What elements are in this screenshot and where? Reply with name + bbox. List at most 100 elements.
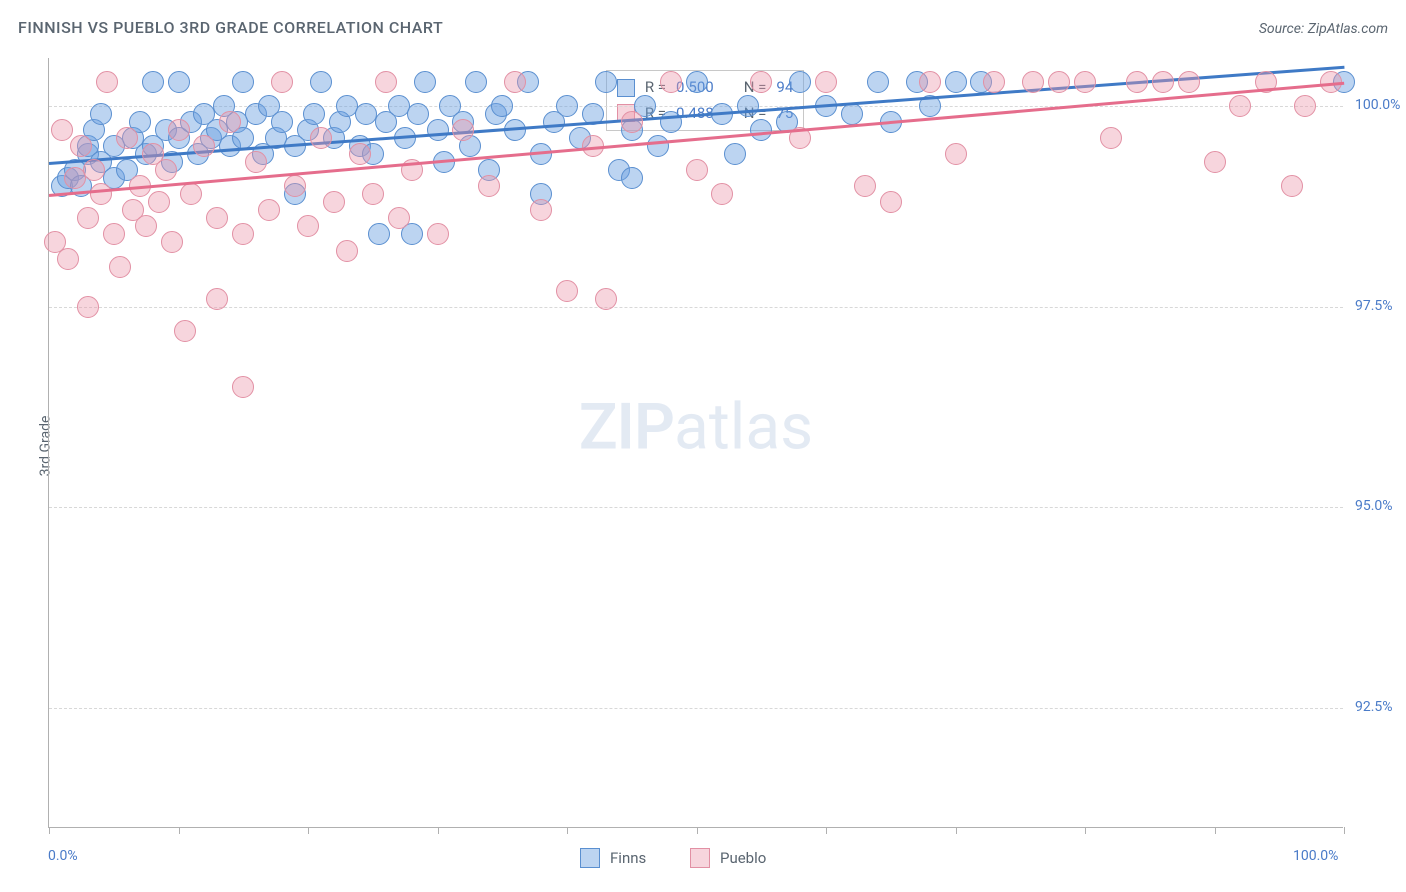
data-point (193, 135, 215, 157)
data-point (232, 223, 254, 245)
data-point (841, 103, 863, 125)
data-point (103, 223, 125, 245)
x-tick (308, 827, 309, 834)
scatter-plot-area: ZIPatlas R =0.500N =94R =0.488N =75 (48, 58, 1343, 828)
data-point (686, 159, 708, 181)
gridline (49, 507, 1343, 508)
x-tick (956, 827, 957, 834)
data-point (465, 71, 487, 93)
data-point (1022, 71, 1044, 93)
data-point (1100, 127, 1122, 149)
data-point (142, 71, 164, 93)
data-point (452, 119, 474, 141)
source-attribution: Source: ZipAtlas.com (1259, 21, 1388, 37)
data-point (1294, 95, 1316, 117)
x-tick (179, 827, 180, 834)
data-point (686, 71, 708, 93)
data-point (77, 296, 99, 318)
data-point (491, 95, 513, 117)
data-point (174, 320, 196, 342)
data-point (258, 199, 280, 221)
data-point (161, 231, 183, 253)
data-point (660, 71, 682, 93)
data-point (1281, 175, 1303, 197)
data-point (168, 71, 190, 93)
data-point (983, 71, 1005, 93)
legend-pueblo-label: Pueblo (720, 849, 766, 867)
data-point (245, 151, 267, 173)
gridline (49, 106, 1343, 107)
data-point (427, 223, 449, 245)
data-point (919, 71, 941, 93)
data-point (155, 159, 177, 181)
data-point (310, 71, 332, 93)
data-point (271, 71, 293, 93)
data-point (206, 207, 228, 229)
data-point (323, 191, 345, 213)
data-point (388, 207, 410, 229)
data-point (595, 71, 617, 93)
data-point (310, 127, 332, 149)
x-tick (1085, 827, 1086, 834)
data-point (116, 127, 138, 149)
data-point (51, 119, 73, 141)
data-point (711, 183, 733, 205)
data-point (815, 71, 837, 93)
data-point (232, 376, 254, 398)
data-point (621, 167, 643, 189)
data-point (180, 183, 202, 205)
watermark-light: atlas (674, 390, 813, 465)
data-point (737, 95, 759, 117)
data-point (1126, 71, 1148, 93)
data-point (271, 111, 293, 133)
y-tick-label: 95.0% (1355, 498, 1393, 514)
data-point (90, 103, 112, 125)
data-point (945, 71, 967, 93)
chart-title: FINNISH VS PUEBLO 3RD GRADE CORRELATION … (18, 18, 443, 37)
data-point (621, 111, 643, 133)
data-point (867, 71, 889, 93)
data-point (789, 71, 811, 93)
x-tick (49, 827, 50, 834)
data-point (284, 175, 306, 197)
data-point (96, 71, 118, 93)
data-point (70, 135, 92, 157)
data-point (362, 183, 384, 205)
legend-pueblo-swatch (690, 848, 710, 868)
legend-finns-swatch (580, 848, 600, 868)
x-tick-label: 0.0% (48, 848, 78, 864)
y-tick-label: 97.5% (1355, 298, 1393, 314)
data-point (297, 215, 319, 237)
data-point (375, 71, 397, 93)
data-point (206, 288, 228, 310)
gridline (49, 708, 1343, 709)
x-tick (1344, 827, 1345, 834)
chart-header: FINNISH VS PUEBLO 3RD GRADE CORRELATION … (18, 18, 1388, 37)
data-point (854, 175, 876, 197)
data-point (407, 103, 429, 125)
data-point (1152, 71, 1174, 93)
data-point (77, 207, 99, 229)
legend-pueblo: Pueblo (690, 848, 766, 868)
stats-swatch (617, 79, 635, 97)
data-point (1229, 95, 1251, 117)
data-point (1048, 71, 1070, 93)
legend-finns: Finns (580, 848, 646, 868)
data-point (504, 71, 526, 93)
data-point (336, 240, 358, 262)
data-point (90, 183, 112, 205)
data-point (750, 71, 772, 93)
y-tick-label: 92.5% (1355, 699, 1393, 715)
x-tick (697, 827, 698, 834)
data-point (349, 143, 371, 165)
data-point (109, 256, 131, 278)
y-tick-label: 100.0% (1355, 97, 1400, 113)
data-point (647, 135, 669, 157)
data-point (750, 119, 772, 141)
gridline (49, 307, 1343, 308)
data-point (478, 175, 500, 197)
data-point (945, 143, 967, 165)
data-point (530, 199, 552, 221)
data-point (1204, 151, 1226, 173)
data-point (556, 95, 578, 117)
